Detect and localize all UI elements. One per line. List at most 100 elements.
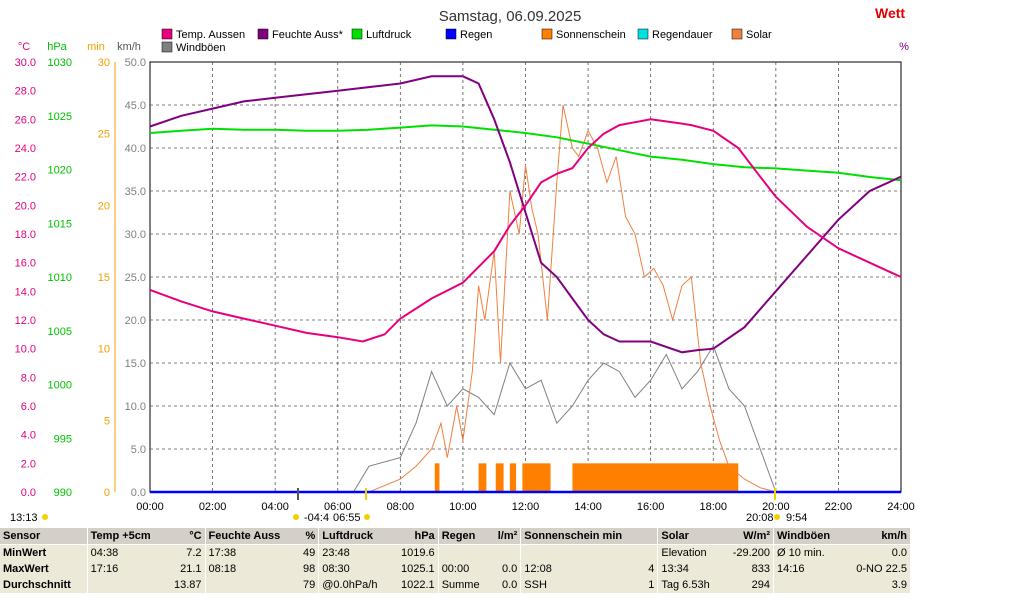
table-cell <box>643 528 658 545</box>
series-feuchteauss <box>149 75 902 354</box>
table-cell: SSH <box>520 577 644 593</box>
legend-label: Feuchte Auss* <box>272 29 344 41</box>
moon-icon <box>364 514 370 520</box>
moonset-time: 9:54 <box>786 512 807 524</box>
table-cell: 7.2 <box>165 544 206 561</box>
x-tick-label: 24:00 <box>887 501 915 513</box>
table-cell: 12:08 <box>520 561 644 577</box>
sunshine-bar <box>478 463 487 492</box>
table-cell: 08:18 <box>204 561 297 577</box>
table-cell: 294 <box>722 577 774 593</box>
table-header: Sensor Temp +5cm °C Feuchte Auss% Luftdruck h… <box>0 528 910 545</box>
table-cell: 0.0 <box>843 544 910 561</box>
sunshine-bar <box>572 463 739 492</box>
legend-swatch <box>257 28 269 40</box>
table-cell: Luftdruck <box>318 528 392 545</box>
table-cell <box>643 544 658 561</box>
table-cell: 49 <box>296 544 319 561</box>
x-tick-label: 14:00 <box>574 501 602 513</box>
axis-unit-label: min <box>87 41 105 53</box>
legend-swatch <box>541 28 553 40</box>
y-tick-label-temp: 10.0 <box>15 344 36 356</box>
y-tick-label-temp: 28.0 <box>15 86 36 98</box>
x-tick-label: 10:00 <box>449 501 477 513</box>
table-cell <box>204 577 297 593</box>
table-cell: @0.0hPa/h <box>318 577 392 593</box>
table-cell: 4 <box>643 561 658 577</box>
table-cell: Sensor <box>0 528 88 545</box>
table-cell: Ø 10 min. <box>773 544 844 561</box>
legend-label: Sonnenschein <box>556 29 626 41</box>
y-tick-label-minutes: 10 <box>98 344 110 356</box>
table-cell: 1 <box>643 577 658 593</box>
y-tick-label-pressure: 995 <box>54 433 72 445</box>
y-tick-label-temp: 24.0 <box>15 143 36 155</box>
table-cell: l/m² <box>490 528 521 545</box>
table-cell: 04:38 <box>86 544 166 561</box>
legend-swatch <box>351 28 363 40</box>
y-tick-label-kmh: 15.0 <box>125 358 146 370</box>
legend-swatch <box>731 28 743 40</box>
x-tick-label: 12:00 <box>512 501 540 513</box>
y-tick-label-pressure: 1030 <box>48 57 72 69</box>
sunshine-bar <box>434 463 440 492</box>
table-cell: km/h <box>843 528 910 545</box>
x-tick-label: 20:00 <box>762 501 790 513</box>
x-tick-label: 16:00 <box>637 501 665 513</box>
table-cell: 08:30 <box>318 561 392 577</box>
table-cell: 1025.1 <box>391 561 439 577</box>
table-cell: 14:16 <box>773 561 844 577</box>
legend-label: Regendauer <box>652 29 713 41</box>
y-tick-label-temp: 6.0 <box>21 401 36 413</box>
y-tick-label-pressure: 1005 <box>48 326 72 338</box>
table-cell: 13:34 <box>657 561 723 577</box>
table-cell: 13.87 <box>165 577 206 593</box>
right-axis-unit: % <box>899 41 909 53</box>
sunset-time: 20:08 <box>746 512 774 524</box>
legend-swatch <box>445 28 457 40</box>
sunshine-bar <box>495 463 504 492</box>
table-cell <box>86 577 166 593</box>
y-tick-label-pressure: 1025 <box>48 111 72 123</box>
x-axis: 00:00 02:00 04:00 06:00 08:00 10:00 12:00 14:00… <box>136 501 915 513</box>
y-tick-label-temp: 14.0 <box>15 286 36 298</box>
y-tick-label-kmh: 35.0 <box>125 186 146 198</box>
y-tick-label-pressure: 1000 <box>48 380 72 392</box>
table-cell <box>437 544 491 561</box>
y-tick-label-pressure: 1010 <box>48 272 72 284</box>
y-tick-label-temp: 0.0 <box>21 487 36 499</box>
y-tick-label-temp: 30.0 <box>15 57 36 69</box>
y-tick-label-kmh: 20.0 <box>125 315 146 327</box>
legend-swatch <box>161 28 173 40</box>
stats-table: Sensor Temp +5cm °C Feuchte Auss% Luftdruck h… <box>0 528 910 608</box>
y-axes: 0.0 2.0 4.0 6.0 8.0 10.0 12.0 14.0 16.0 18.0 20.0 2… <box>15 57 146 499</box>
table-cell: 0-NO 22.5 <box>843 561 910 577</box>
table-cell: Durchschnitt <box>0 577 88 593</box>
table-cell: Regen <box>437 528 491 545</box>
table-cell: -29.200 <box>722 544 774 561</box>
y-tick-label-kmh: 10.0 <box>125 401 146 413</box>
y-tick-label-pressure: 990 <box>54 487 72 499</box>
table-cell: 3.9 <box>843 577 910 593</box>
sunset-icon <box>774 514 780 520</box>
y-tick-label-kmh: 25.0 <box>125 272 146 284</box>
table-cell: 833 <box>722 561 774 577</box>
table-cell: Windböen <box>773 528 844 545</box>
table-row: MaxWert 17:16 21.1 08:18 98 08:30 1025.1 00:00 0… <box>0 561 910 577</box>
sunrise-time: -04:4 <box>304 512 329 524</box>
table-cell: 17:16 <box>86 561 166 577</box>
y-tick-label-temp: 4.0 <box>21 430 36 442</box>
y-tick-label-minutes: 20 <box>98 200 110 212</box>
axis-unit-label: °C <box>18 41 30 53</box>
table-cell: 21.1 <box>165 561 206 577</box>
y-tick-label-kmh: 40.0 <box>125 143 146 155</box>
y-tick-label-pressure: 1020 <box>48 165 72 177</box>
table-cell: °C <box>165 528 206 545</box>
table-cell <box>520 544 644 561</box>
table-cell: Summe <box>437 577 491 593</box>
sunshine-bar <box>522 463 551 492</box>
sunshine-bar <box>509 463 517 492</box>
y-tick-label-temp: 26.0 <box>15 114 36 126</box>
y-tick-label-minutes: 0 <box>104 487 110 499</box>
y-tick-label-minutes: 15 <box>98 272 110 284</box>
